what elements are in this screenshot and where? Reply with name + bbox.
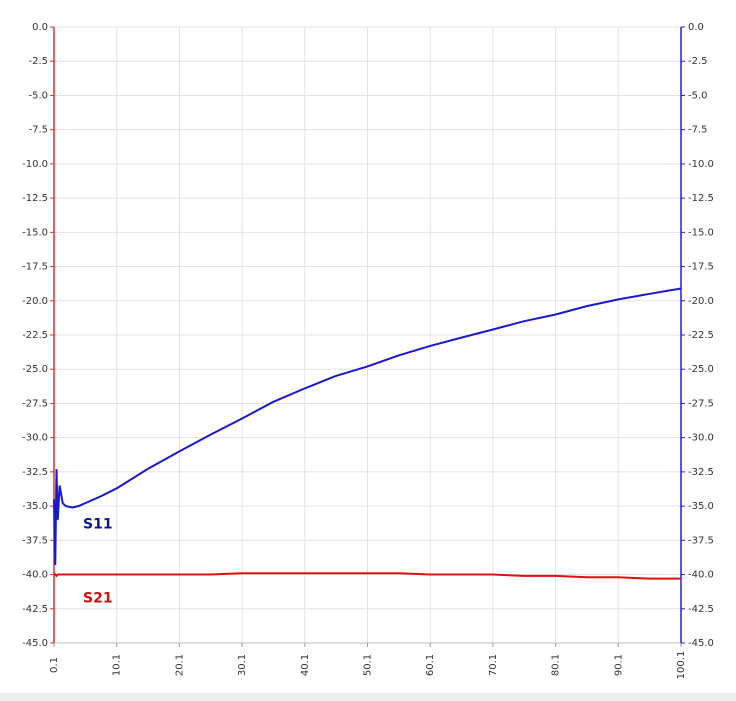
footer-strip	[0, 693, 736, 701]
y-tick-label: -35.0	[22, 501, 48, 512]
y-tick-label: -20.0	[22, 296, 48, 307]
y-tick-label: -22.5	[22, 330, 48, 341]
y-tick-label: -25.0	[22, 364, 48, 375]
x-tick-label: 20.1	[174, 654, 185, 676]
x-tick-label: 30.1	[237, 654, 248, 676]
y-tick-label: -40.0	[22, 570, 48, 581]
y-tick-label: -10.0	[22, 159, 48, 170]
y2-tick-label: -37.5	[688, 535, 714, 546]
y2-tick-label: -35.0	[688, 501, 714, 512]
x-tick-label: 0.1	[49, 657, 60, 673]
y2-tick-label: -27.5	[688, 398, 714, 409]
series-line	[53, 572, 681, 580]
y-tick-label: -5.0	[28, 90, 48, 101]
y2-tick-label: -20.0	[688, 296, 714, 307]
y-tick-label: -27.5	[22, 398, 48, 409]
y-tick-label: -30.0	[22, 433, 48, 444]
x-tick-label: 60.1	[425, 654, 436, 676]
series-label: S11	[83, 516, 113, 532]
series-label: S21	[83, 591, 113, 607]
y-tick-label: -15.0	[22, 227, 48, 238]
y2-tick-label: -22.5	[688, 330, 714, 341]
y-tick-label: -37.5	[22, 535, 48, 546]
series-line	[53, 287, 682, 565]
x-tick-label: 70.1	[488, 654, 499, 676]
y-tick-label: -7.5	[28, 125, 48, 136]
y-tick-label: -32.5	[22, 467, 48, 478]
y-tick-label: -17.5	[22, 262, 48, 273]
y-tick-label: -42.5	[22, 604, 48, 615]
y2-tick-label: -10.0	[688, 159, 714, 170]
x-tick-label: 10.1	[112, 654, 123, 676]
x-tick-label: 100.1	[676, 651, 687, 680]
y2-tick-label: -7.5	[688, 125, 708, 136]
x-tick-label: 40.1	[300, 654, 311, 676]
y2-tick-label: -32.5	[688, 467, 714, 478]
y2-tick-label: -30.0	[688, 433, 714, 444]
x-tick-label: 50.1	[363, 654, 374, 676]
y2-tick-label: -17.5	[688, 262, 714, 273]
y-tick-label: -45.0	[22, 638, 48, 649]
y2-tick-label: -25.0	[688, 364, 714, 375]
y2-tick-label: 0.0	[688, 22, 704, 33]
x-tick-label: 80.1	[551, 654, 562, 676]
y-tick-label: 0.0	[32, 22, 48, 33]
y2-tick-label: -12.5	[688, 193, 714, 204]
y-tick-label: -12.5	[22, 193, 48, 204]
y-tick-label: -2.5	[28, 56, 48, 67]
y2-tick-label: -5.0	[688, 90, 708, 101]
y2-tick-label: -2.5	[688, 56, 708, 67]
y2-tick-label: -40.0	[688, 570, 714, 581]
y2-tick-label: -15.0	[688, 227, 714, 238]
y2-tick-label: -42.5	[688, 604, 714, 615]
x-tick-label: 90.1	[613, 654, 624, 676]
y2-tick-label: -45.0	[688, 638, 714, 649]
